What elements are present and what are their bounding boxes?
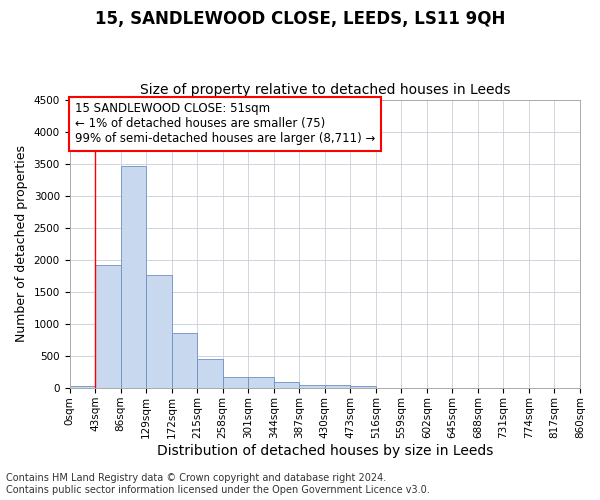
Bar — [70, 386, 95, 388]
X-axis label: Distribution of detached houses by size in Leeds: Distribution of detached houses by size … — [157, 444, 493, 458]
Bar — [350, 386, 376, 388]
Bar — [299, 384, 325, 388]
Bar — [325, 386, 350, 388]
Y-axis label: Number of detached properties: Number of detached properties — [15, 146, 28, 342]
Bar — [95, 265, 121, 388]
Text: 15 SANDLEWOOD CLOSE: 51sqm
← 1% of detached houses are smaller (75)
99% of semi-: 15 SANDLEWOOD CLOSE: 51sqm ← 1% of detac… — [74, 102, 375, 146]
Text: 15, SANDLEWOOD CLOSE, LEEDS, LS11 9QH: 15, SANDLEWOOD CLOSE, LEEDS, LS11 9QH — [95, 10, 505, 28]
Bar — [197, 358, 223, 388]
Bar — [223, 377, 248, 388]
Bar — [172, 333, 197, 388]
Bar — [121, 166, 146, 388]
Text: Contains HM Land Registry data © Crown copyright and database right 2024.
Contai: Contains HM Land Registry data © Crown c… — [6, 474, 430, 495]
Bar — [146, 276, 172, 388]
Bar — [274, 382, 299, 388]
Title: Size of property relative to detached houses in Leeds: Size of property relative to detached ho… — [140, 83, 510, 97]
Bar — [248, 378, 274, 388]
